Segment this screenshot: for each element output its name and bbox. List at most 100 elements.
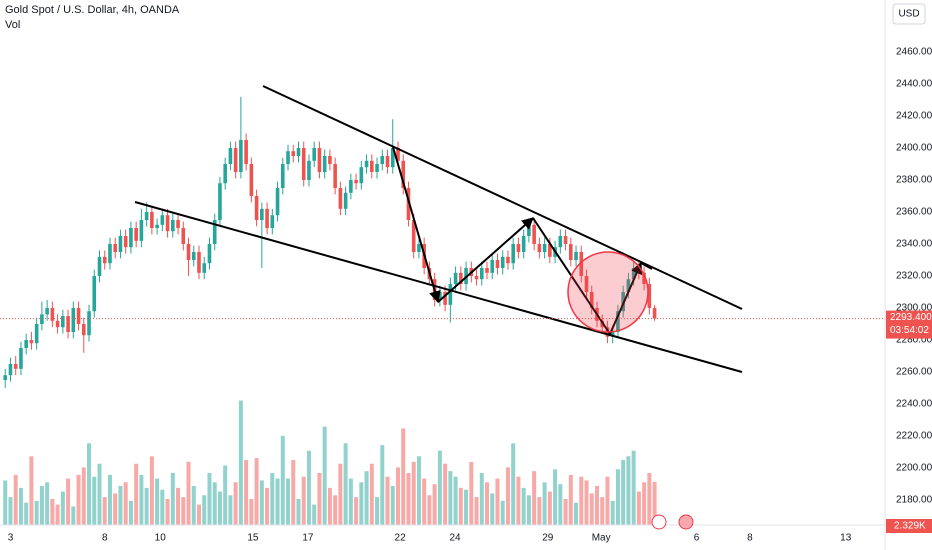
volume-bar bbox=[354, 497, 359, 525]
x-tick-label: 13 bbox=[840, 533, 852, 544]
volume-bar bbox=[123, 482, 128, 525]
countdown: 03:54:02 bbox=[890, 325, 929, 336]
candle-body bbox=[24, 340, 28, 349]
volume-bar bbox=[102, 497, 107, 525]
volume-bar bbox=[500, 500, 505, 525]
currency[interactable]: USD bbox=[898, 9, 919, 20]
volume-bar bbox=[594, 486, 599, 525]
candle-body bbox=[474, 276, 479, 280]
candle-body bbox=[8, 364, 13, 376]
candle-body bbox=[134, 228, 138, 241]
volume-bar bbox=[113, 493, 118, 525]
volume-bar bbox=[312, 504, 317, 525]
candle-body bbox=[626, 279, 631, 293]
y-tick-label: 2200.000 bbox=[896, 463, 932, 474]
volume-bar bbox=[485, 482, 490, 525]
volume-bar bbox=[291, 460, 296, 525]
arrow bbox=[609, 261, 643, 335]
x-tick-label: 29 bbox=[542, 533, 554, 544]
event-icon[interactable] bbox=[678, 514, 694, 530]
candle-body bbox=[411, 220, 416, 253]
y-tick-label: 2280.000 bbox=[896, 335, 932, 346]
volume-bar bbox=[479, 473, 484, 525]
candle-body bbox=[254, 196, 259, 221]
candle-body bbox=[495, 260, 500, 269]
candle-body bbox=[548, 244, 552, 257]
candle-body bbox=[260, 208, 264, 221]
candle-body bbox=[291, 151, 296, 157]
candle-body bbox=[212, 220, 217, 245]
candle-body bbox=[322, 156, 327, 173]
x-tick-label: 6 bbox=[694, 533, 700, 544]
candle-body bbox=[375, 164, 379, 173]
volume-bar bbox=[207, 473, 212, 525]
y-tick-label: 2460.000 bbox=[896, 47, 932, 58]
candle-body bbox=[532, 224, 536, 245]
volume-bar bbox=[186, 461, 191, 525]
volume-bar bbox=[134, 463, 139, 525]
candle-body bbox=[652, 308, 657, 319]
volume-bar bbox=[24, 502, 29, 525]
arrow bbox=[640, 262, 653, 270]
candle-body bbox=[584, 276, 589, 293]
candle-body bbox=[459, 272, 463, 285]
candle-body bbox=[537, 244, 542, 253]
volume-bar bbox=[81, 467, 86, 525]
volume-last: 2.329K bbox=[894, 521, 926, 532]
volume-bar bbox=[139, 474, 144, 525]
volume-bar bbox=[87, 443, 92, 525]
volume-bar bbox=[574, 502, 579, 525]
volume-bar bbox=[228, 495, 233, 525]
axes: 2180.000 2200.000 2220.000 2240.000 2260.000… bbox=[0, 47, 932, 544]
candle-body bbox=[406, 188, 411, 221]
volume-bar bbox=[296, 499, 301, 525]
y-tick-label: 2340.000 bbox=[896, 239, 932, 250]
volume-bar bbox=[160, 489, 165, 525]
volume-bar bbox=[469, 461, 474, 525]
candle-body bbox=[29, 340, 34, 344]
y-tick-label: 2320.000 bbox=[896, 271, 932, 282]
candle-body bbox=[574, 252, 578, 261]
currency-button[interactable] bbox=[892, 3, 926, 25]
volume-bar bbox=[155, 478, 160, 525]
candle-body bbox=[165, 215, 170, 232]
volume-bar bbox=[50, 499, 55, 525]
volume-bar bbox=[76, 474, 81, 525]
volume-bar bbox=[191, 486, 196, 525]
volume-bar bbox=[511, 443, 516, 525]
volume-bar bbox=[359, 482, 364, 525]
volume-bar bbox=[427, 495, 432, 525]
y-tick-label: 2180.000 bbox=[896, 495, 932, 506]
last-price: 2293.400 bbox=[890, 312, 932, 323]
candle-body bbox=[516, 244, 521, 253]
candle-body bbox=[171, 220, 175, 232]
candle-body bbox=[479, 268, 484, 280]
volume-bar bbox=[338, 463, 343, 525]
volume-bar bbox=[631, 450, 636, 525]
candle-body bbox=[307, 160, 311, 181]
volume-bar bbox=[322, 426, 327, 525]
arrow bbox=[392, 146, 441, 304]
candle-body bbox=[144, 212, 149, 221]
volume-bar bbox=[526, 495, 531, 525]
candle-body bbox=[443, 292, 447, 305]
lower-trendline bbox=[134, 201, 743, 373]
x-tick-label: 3 bbox=[8, 533, 14, 544]
volume-bar bbox=[29, 456, 34, 525]
candle-body bbox=[448, 284, 453, 305]
candle-body bbox=[453, 272, 458, 285]
candle-body bbox=[364, 160, 369, 168]
candle-body bbox=[13, 364, 18, 369]
volume-bar bbox=[280, 435, 285, 525]
event-icon[interactable] bbox=[651, 514, 667, 530]
x-tick-label: 17 bbox=[302, 533, 314, 544]
candle-body bbox=[579, 252, 584, 277]
candle-body bbox=[542, 244, 547, 253]
volume-bar bbox=[563, 499, 568, 525]
candle-body bbox=[191, 252, 196, 261]
candle-body bbox=[87, 311, 91, 336]
volume-bar bbox=[34, 500, 39, 525]
x-tick-label: 22 bbox=[395, 533, 407, 544]
volume-bar bbox=[626, 456, 631, 525]
volume-bar bbox=[343, 443, 348, 525]
